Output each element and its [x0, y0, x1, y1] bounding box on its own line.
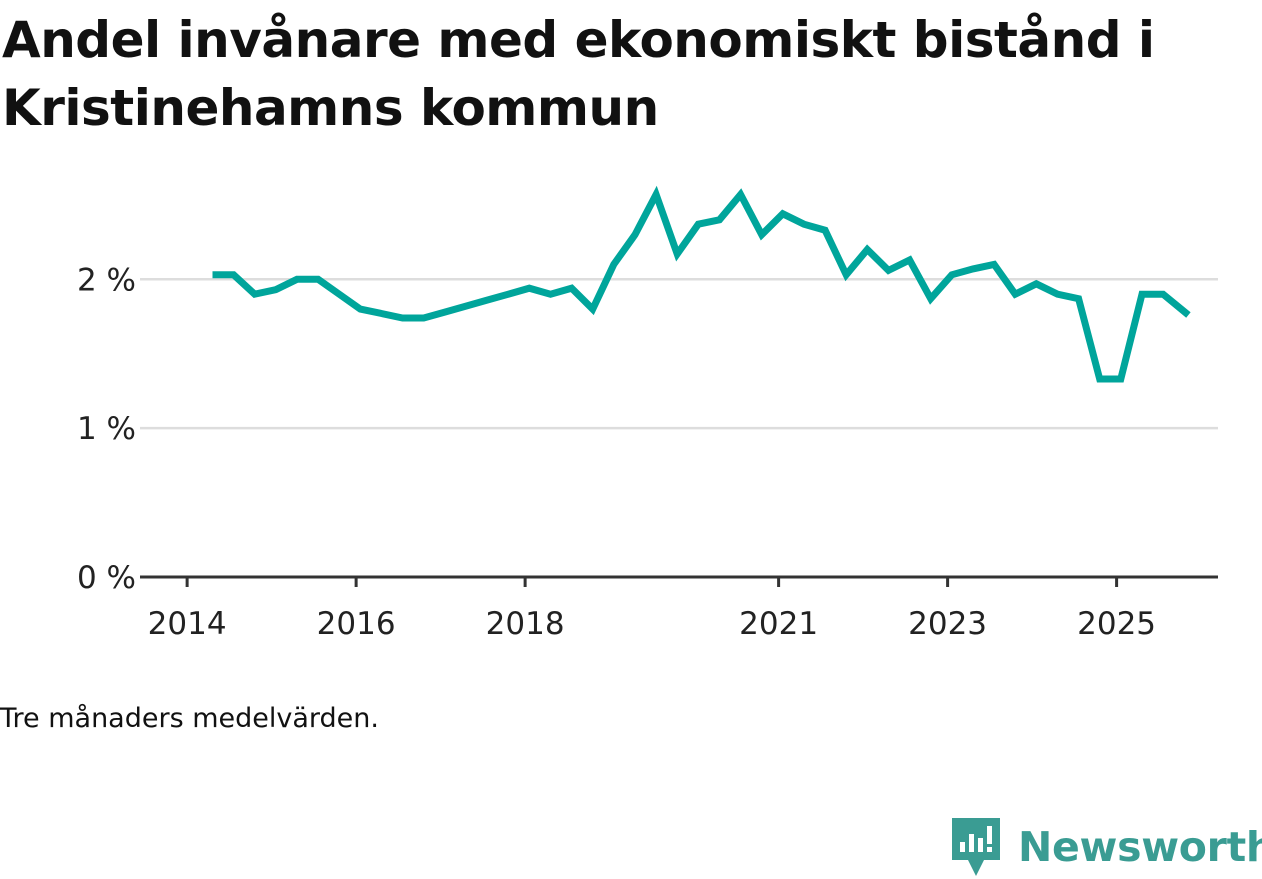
data-point: [505, 291, 512, 298]
data-point: [1160, 291, 1167, 298]
data-point: [1033, 280, 1040, 287]
x-tick-label: 2018: [486, 606, 565, 642]
data-point: [315, 276, 322, 283]
y-tick-label: 1 %: [77, 411, 136, 447]
data-point: [822, 227, 829, 234]
data-point: [864, 246, 871, 253]
chart-title: Andel invånare med ekonomiskt bistånd i …: [2, 11, 1155, 137]
data-point: [589, 306, 596, 313]
x-tick-label: 2014: [148, 606, 227, 642]
x-axis-labels: 2014 2016 2018 2021 2023 2025: [148, 606, 1156, 642]
data-point: [610, 261, 617, 268]
x-tick-label: 2021: [739, 606, 818, 642]
y-tick-label: 2 %: [77, 262, 136, 298]
data-point: [948, 271, 955, 278]
data-point: [695, 221, 702, 228]
y-axis-labels: 0 % 1 % 2 %: [77, 262, 136, 596]
data-point: [568, 285, 575, 292]
data-point: [758, 231, 765, 238]
data-point: [378, 310, 385, 317]
data-point: [336, 291, 343, 298]
y-tick-label: 0 %: [77, 560, 136, 596]
data-point: [251, 291, 258, 298]
data-point: [737, 191, 744, 198]
data-point: [1012, 291, 1019, 298]
series-line: [212, 185, 1191, 383]
newsworthy-logo-icon: [952, 818, 1000, 876]
data-point: [462, 303, 469, 310]
data-point: [653, 191, 660, 198]
data-point: [779, 210, 786, 217]
line-chart: 0 % 1 % 2 % 2014 2016 2018 2021 2023 2025: [77, 185, 1218, 642]
data-point: [272, 286, 279, 293]
data-point: [484, 297, 491, 304]
data-point: [420, 315, 427, 322]
data-point: [674, 251, 681, 258]
data-point: [1096, 376, 1103, 383]
x-tick-label: 2025: [1077, 606, 1156, 642]
data-point: [209, 271, 216, 278]
data-point: [885, 267, 892, 274]
data-point: [1138, 291, 1145, 298]
data-point: [230, 271, 237, 278]
brand-logo: Newsworthy: [950, 816, 1262, 878]
data-point: [1185, 312, 1192, 319]
data-point: [1054, 291, 1061, 298]
data-point: [357, 306, 364, 313]
gridlines: [140, 278, 1218, 430]
data-point: [800, 221, 807, 228]
data-point: [631, 231, 638, 238]
data-point: [1075, 295, 1082, 302]
data-point: [991, 261, 998, 268]
data-point: [399, 315, 406, 322]
data-point: [526, 285, 533, 292]
data-point: [716, 216, 723, 223]
data-point: [927, 295, 934, 302]
x-tick-label: 2016: [317, 606, 396, 642]
chart-note: Tre månaders medelvärden.: [0, 703, 379, 734]
data-point: [843, 271, 850, 278]
x-tick-label: 2023: [908, 606, 987, 642]
data-point: [969, 265, 976, 272]
data-point: [441, 309, 448, 316]
data-point: [293, 276, 300, 283]
data-point: [906, 256, 913, 263]
series-group: [209, 185, 1192, 383]
brand-name: Newsworthy: [1018, 823, 1262, 871]
data-point: [547, 291, 554, 298]
x-axis: [140, 575, 1218, 587]
data-point: [1117, 376, 1124, 383]
